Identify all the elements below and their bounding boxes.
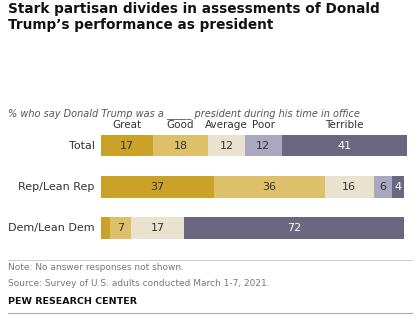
Bar — [153, 135, 208, 157]
Text: 18: 18 — [173, 141, 188, 151]
Text: Terrible: Terrible — [326, 120, 364, 130]
Text: Dem/Lean Dem: Dem/Lean Dem — [8, 223, 95, 233]
Text: Good: Good — [167, 120, 194, 130]
Text: 37: 37 — [150, 182, 165, 192]
Text: 7: 7 — [117, 223, 124, 233]
Text: Rep/Lean Rep: Rep/Lean Rep — [18, 182, 94, 192]
Text: 36: 36 — [262, 182, 276, 192]
Bar — [110, 218, 131, 239]
Text: Great: Great — [112, 120, 142, 130]
Bar — [374, 176, 392, 198]
Text: Poor: Poor — [252, 120, 275, 130]
Text: 41: 41 — [338, 141, 352, 151]
Text: 12: 12 — [219, 141, 234, 151]
Text: Source: Survey of U.S. adults conducted March 1-7, 2021.: Source: Survey of U.S. adults conducted … — [8, 279, 270, 288]
Bar — [101, 176, 214, 198]
Bar — [245, 135, 282, 157]
Text: 4: 4 — [395, 182, 402, 192]
Text: 12: 12 — [256, 141, 270, 151]
Text: PEW RESEARCH CENTER: PEW RESEARCH CENTER — [8, 297, 137, 306]
Text: 72: 72 — [287, 223, 301, 233]
Text: Average: Average — [205, 120, 248, 130]
Bar — [101, 218, 110, 239]
Bar — [282, 135, 407, 157]
Text: 17: 17 — [150, 223, 165, 233]
Bar — [131, 218, 184, 239]
Bar — [101, 135, 153, 157]
Text: % who say Donald Trump was a _____ president during his time in office: % who say Donald Trump was a _____ presi… — [8, 108, 360, 119]
Text: 16: 16 — [342, 182, 356, 192]
Bar — [325, 176, 374, 198]
Text: Stark partisan divides in assessments of Donald
Trump’s performance as president: Stark partisan divides in assessments of… — [8, 2, 380, 32]
Bar — [392, 176, 404, 198]
Bar — [214, 176, 325, 198]
Text: Note: No answer responses not shown.: Note: No answer responses not shown. — [8, 263, 184, 272]
Bar — [184, 218, 404, 239]
Bar — [208, 135, 245, 157]
Text: 17: 17 — [120, 141, 134, 151]
Text: 6: 6 — [379, 182, 386, 192]
Text: Total: Total — [68, 141, 94, 151]
